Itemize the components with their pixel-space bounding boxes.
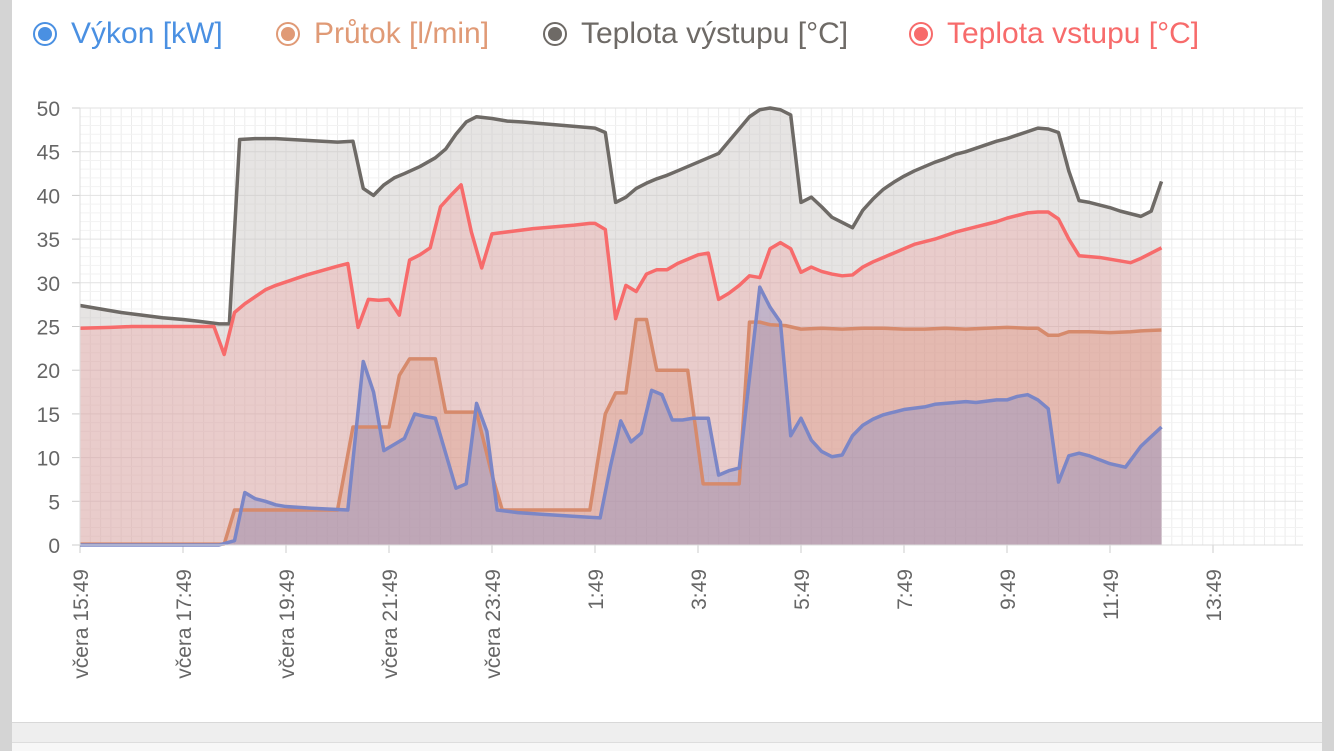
y-tick-label: 50 bbox=[37, 98, 60, 121]
legend-label: Teplota vstupu [°C] bbox=[947, 17, 1200, 50]
x-tick-label: 13:49 bbox=[1203, 569, 1226, 622]
y-tick-label: 25 bbox=[37, 317, 60, 340]
x-tick-label: 3:49 bbox=[688, 569, 711, 610]
legend-label: Teplota výstupu [°C] bbox=[581, 17, 849, 50]
x-tick-label: 9:49 bbox=[997, 569, 1020, 610]
y-tick-label: 5 bbox=[48, 491, 60, 514]
circle-dot-icon bbox=[276, 22, 300, 46]
circle-dot-icon bbox=[543, 22, 567, 46]
y-tick-label: 45 bbox=[37, 142, 60, 165]
x-tick-label: včera 21:49 bbox=[379, 569, 402, 679]
x-tick-label: včera 19:49 bbox=[276, 569, 299, 679]
series-line-0 bbox=[80, 285, 1163, 547]
series-area-0 bbox=[80, 287, 1162, 545]
y-tick-label: 20 bbox=[37, 360, 60, 383]
y-tick-label: 15 bbox=[37, 404, 60, 427]
y-tick-label: 0 bbox=[48, 535, 60, 558]
x-tick-label: včera 23:49 bbox=[482, 569, 505, 679]
legend-label: Výkon [kW] bbox=[71, 17, 223, 50]
x-tick-label: 7:49 bbox=[894, 569, 917, 610]
x-tick-label: 11:49 bbox=[1100, 569, 1123, 620]
x-tick-label: včera 15:49 bbox=[70, 569, 93, 679]
circle-dot-icon bbox=[33, 22, 57, 46]
x-tick-label: 1:49 bbox=[585, 569, 608, 610]
y-tick-label: 35 bbox=[37, 229, 60, 252]
series-line-3 bbox=[79, 183, 1163, 357]
legend-item-vykon[interactable]: Výkon [kW] bbox=[33, 14, 223, 54]
x-tick-label: včera 17:49 bbox=[173, 569, 196, 679]
legend-item-teplota-vystupu[interactable]: Teplota výstupu [°C] bbox=[543, 14, 848, 54]
bottom-panel-edge bbox=[12, 742, 1322, 751]
x-tick-label: 5:49 bbox=[791, 569, 814, 610]
series-line-1 bbox=[80, 317, 1162, 546]
legend-item-teplota-vstupu[interactable]: Teplota vstupu [°C] bbox=[909, 14, 1199, 54]
y-tick-label: 30 bbox=[37, 273, 60, 296]
series-area-3 bbox=[80, 184, 1162, 546]
y-tick-label: 40 bbox=[37, 185, 60, 208]
circle-dot-icon bbox=[909, 22, 933, 46]
chart-legend: Výkon [kW] Průtok [l/min] Teplota výstup… bbox=[0, 0, 1334, 66]
y-tick-label: 10 bbox=[37, 448, 60, 471]
legend-item-prutok[interactable]: Průtok [l/min] bbox=[276, 14, 489, 54]
legend-label: Průtok [l/min] bbox=[314, 17, 490, 50]
series-line-2 bbox=[79, 106, 1164, 326]
